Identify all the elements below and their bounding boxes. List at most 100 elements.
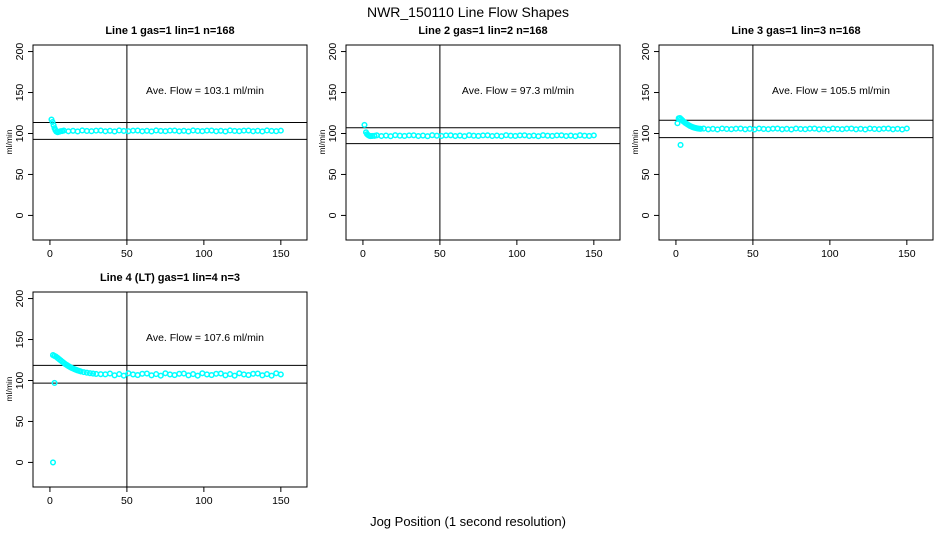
y-tick-label: 200 [14,43,26,61]
data-point [49,459,57,466]
data-point [120,372,127,379]
data-point [848,125,855,132]
main-title: NWR_150110 Line Flow Shapes [366,4,570,20]
panel2-title: Line 2 gas=1 lin=2 n=168 [418,25,548,37]
data-point [461,133,468,140]
x-tick-label: 50 [121,248,133,260]
data-point [802,126,809,133]
data-point [899,126,906,133]
panel-3-plot: 0 50 100 150 0 50 100 150 200 [640,43,934,260]
data-point [572,133,579,140]
data-points-line-2 [361,121,597,140]
data-point [484,132,491,139]
data-point [894,125,901,132]
data-point [700,125,707,132]
data-point [49,118,56,126]
data-point [80,369,87,376]
x-tick-label: 50 [121,495,133,507]
x-tick-label: 150 [272,248,290,260]
data-point [277,371,284,378]
data-point [677,141,684,149]
data-point [143,127,150,134]
data-point [697,125,704,132]
data-point [876,126,883,133]
data-point [180,127,187,134]
y-tick-label: 150 [14,331,26,349]
data-point [88,128,95,135]
data-point [231,372,238,379]
data-points-line-3 [674,115,910,149]
x-tick-label: 100 [821,248,839,260]
data-point [111,128,118,135]
data-point [590,132,597,139]
y-tick-label: 0 [14,212,26,218]
panel1-y-axis-label: ml/min [4,129,14,155]
panel4-y-axis-label: ml/min [4,376,14,402]
data-point [130,371,137,378]
data-point [438,132,445,139]
data-point [558,132,565,139]
plot-frame [345,44,621,241]
panel3-y-axis-label: ml/min [630,129,640,155]
y-tick-label: 50 [640,168,652,180]
data-point [521,132,528,139]
data-point [714,126,721,133]
data-point [157,372,164,379]
y-tick-label: 150 [640,84,652,102]
data-point [268,372,275,379]
data-point [765,126,772,133]
panel4-title: Line 4 (LT) gas=1 lin=4 n=3 [99,272,241,284]
data-point [401,132,408,139]
y-tick-label: 100 [640,125,652,143]
data-point [171,127,178,134]
y-tick-label: 100 [327,125,339,143]
data-point [254,127,261,134]
data-point [86,370,94,377]
x-tick-label: 100 [195,248,213,260]
data-point [387,133,394,140]
y-tick-label: 150 [327,84,339,102]
data-point [728,126,735,133]
y-tick-label: 200 [327,43,339,61]
x-tick-label: 0 [47,248,53,260]
data-point [410,132,417,139]
panel1-title: Line 1 gas=1 lin=1 n=168 [105,25,235,37]
data-point [788,126,795,133]
x-tick-label: 0 [47,495,53,507]
data-point [240,371,247,378]
panel-2-plot: 0 50 100 150 0 50 100 150 200 [327,43,621,260]
data-point [774,125,781,132]
data-point [885,125,892,132]
panel3-ave-flow-label: Ave. Flow = 105.5 ml/min [772,85,890,97]
plot-frame [32,291,308,488]
data-point [148,128,155,135]
data-point [737,125,744,132]
x-tick-label: 150 [585,248,603,260]
x-tick-label: 50 [434,248,446,260]
panel3-title: Line 3 gas=1 lin=3 n=168 [731,25,861,37]
data-point [424,133,431,140]
y-tick-label: 50 [14,415,26,427]
data-point [185,128,192,135]
y-tick-label: 150 [14,84,26,102]
data-point [106,127,114,134]
data-point [199,128,206,135]
plot-frame [32,44,308,241]
data-point [751,126,758,133]
plot-frame [658,44,934,241]
data-point [203,371,210,378]
x-tick-label: 100 [508,248,526,260]
x-axis-label: Jog Position (1 second resolution) [370,514,566,529]
data-point [382,132,390,139]
data-point [77,368,84,375]
data-point [857,125,864,132]
x-tick-label: 150 [898,248,916,260]
data-point [674,120,681,127]
data-point [166,371,174,378]
x-tick-label: 150 [272,495,290,507]
data-point [535,133,542,140]
data-point [862,126,869,133]
data-point [50,122,57,129]
